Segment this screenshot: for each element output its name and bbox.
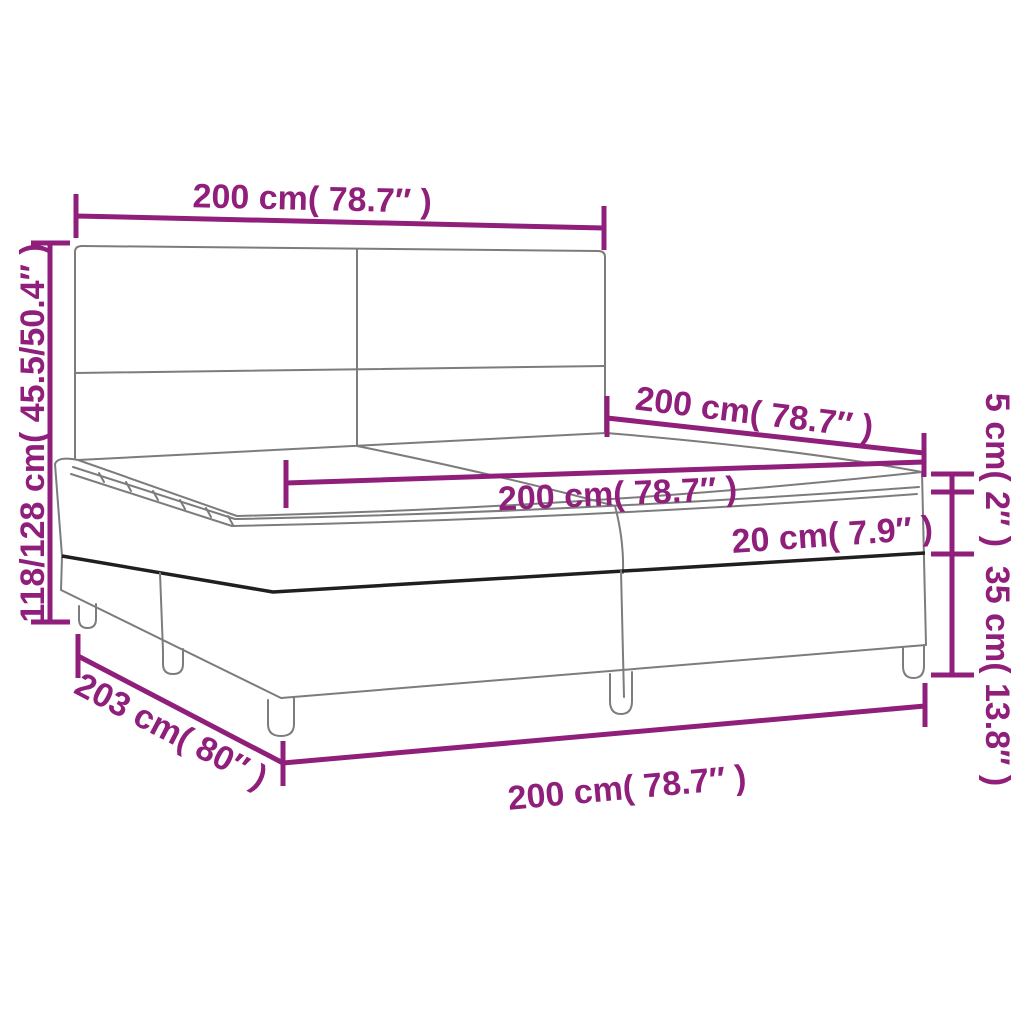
topper-seam-upper [72, 466, 920, 520]
dim-mattress-width-line [283, 459, 925, 508]
box-front-seam [620, 570, 625, 698]
mattress-center-seam [356, 445, 625, 574]
topper-seam-lower [70, 473, 918, 527]
dim-topper-box-height-line [931, 471, 974, 678]
bed-legs [78, 603, 925, 737]
box-top-edge [61, 551, 926, 594]
dim-length-with-headboard-line [75, 634, 285, 766]
dim-bed-length-top-line [604, 396, 927, 477]
bed-front-width-label: 200 cm( 78.7″ ) [506, 758, 748, 818]
dim-bed-front-width-line [280, 683, 928, 786]
topper-surface-edge [77, 459, 923, 517]
topper-stitch-marks [98, 472, 234, 526]
length-with-headboard-label: 203 cm( 80″ ) [69, 666, 274, 797]
headboard [74, 245, 606, 460]
bed-drawing [54, 245, 927, 737]
box-left-seam [159, 572, 164, 652]
headboard-width-label: 200 cm( 78.7″ ) [192, 177, 432, 220]
box-height-label: 35 cm( 13.8″ ) [978, 566, 1016, 786]
topper-height-label: 5 cm( 2″ ) [978, 393, 1016, 547]
dim-bed-height-line [31, 240, 70, 625]
headboard-horizontal-seam [74, 365, 606, 374]
dim-headboard-width-line [73, 194, 607, 250]
dimension-lines [31, 194, 974, 786]
mattress-and-box [54, 432, 927, 699]
bed-height-label: 118/128 cm( 45.5/50.4″ ) [14, 243, 52, 622]
